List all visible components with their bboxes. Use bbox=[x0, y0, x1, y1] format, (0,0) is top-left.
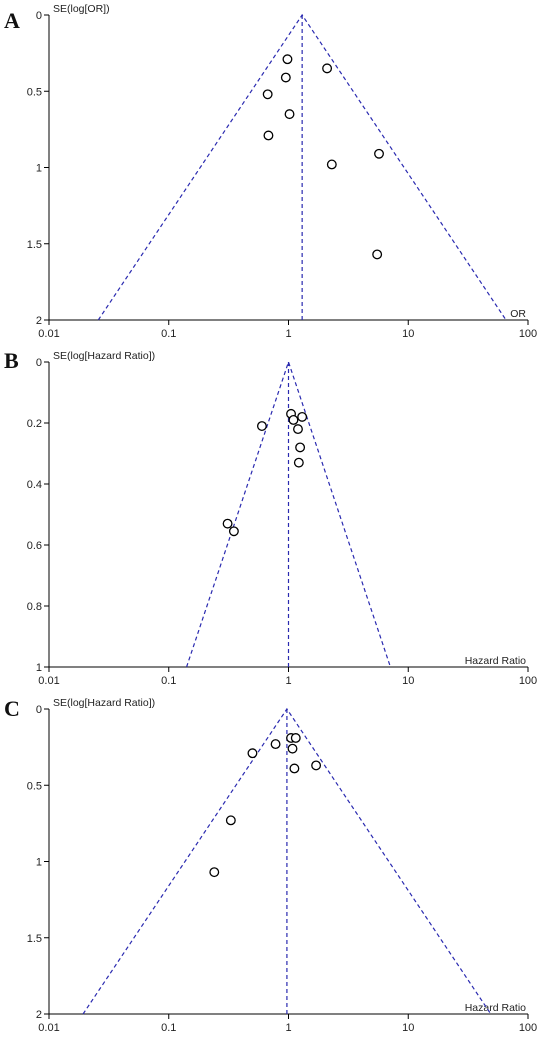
x-tick-label: 10 bbox=[402, 1022, 414, 1034]
study-point bbox=[290, 733, 301, 743]
y-tick-label: 0 bbox=[36, 704, 42, 716]
study-point bbox=[209, 867, 220, 878]
study-point bbox=[374, 148, 384, 159]
funnel-limits bbox=[185, 360, 392, 668]
x-axis-title: Hazard Ratio bbox=[465, 655, 526, 667]
y-tick-label: 0.5 bbox=[27, 86, 42, 98]
x-tick-label: 0.1 bbox=[161, 1022, 176, 1034]
study-point bbox=[326, 159, 337, 170]
study-point bbox=[225, 815, 236, 826]
x-tick-label: 100 bbox=[519, 328, 537, 340]
y-tick-label: 0.5 bbox=[27, 780, 42, 792]
x-axis-title: OR bbox=[510, 308, 526, 320]
study-point bbox=[228, 526, 239, 537]
y-tick-label: 0.4 bbox=[27, 479, 42, 491]
x-tick-label: 0.1 bbox=[161, 328, 176, 340]
study-point bbox=[311, 760, 322, 771]
y-tick-label: 2 bbox=[36, 1009, 42, 1021]
panel-label: A bbox=[4, 8, 20, 33]
x-tick-label: 1 bbox=[285, 675, 291, 687]
y-axis-title: SE(log[OR]) bbox=[53, 3, 110, 15]
study-point bbox=[263, 130, 274, 141]
study-point bbox=[247, 748, 258, 759]
y-tick-label: 0.8 bbox=[27, 601, 42, 613]
study-point bbox=[289, 763, 300, 774]
study-point bbox=[282, 54, 293, 65]
x-tick-label: 100 bbox=[519, 1022, 537, 1034]
x-tick-label: 1 bbox=[285, 1022, 291, 1034]
study-point bbox=[297, 411, 308, 422]
study-point bbox=[222, 518, 233, 529]
panel-label: C bbox=[4, 696, 20, 721]
y-tick-label: 2 bbox=[36, 315, 42, 327]
study-point bbox=[372, 249, 383, 260]
y-axis-title: SE(log[Hazard Ratio]) bbox=[53, 350, 155, 362]
x-tick-label: 10 bbox=[402, 675, 414, 687]
study-point bbox=[295, 442, 306, 453]
study-point bbox=[280, 72, 291, 83]
study-point bbox=[293, 457, 304, 468]
y-axis-title: SE(log[Hazard Ratio]) bbox=[53, 697, 155, 709]
x-tick-label: 1 bbox=[285, 328, 291, 340]
study-point bbox=[256, 421, 267, 432]
y-tick-label: 1.5 bbox=[27, 239, 42, 251]
study-point bbox=[287, 743, 298, 754]
y-tick-label: 1.5 bbox=[27, 933, 42, 945]
study-point bbox=[322, 63, 333, 74]
x-tick-label: 0.01 bbox=[38, 1022, 59, 1034]
y-tick-label: 0 bbox=[36, 10, 42, 22]
study-point bbox=[284, 109, 295, 120]
study-point bbox=[293, 424, 303, 435]
x-tick-label: 10 bbox=[402, 328, 414, 340]
y-tick-label: 1 bbox=[36, 857, 42, 869]
study-point bbox=[262, 89, 273, 100]
x-tick-label: 0.01 bbox=[38, 328, 59, 340]
study-point bbox=[288, 415, 299, 425]
x-axis-title: Hazard Ratio bbox=[465, 1002, 526, 1014]
x-tick-label: 0.1 bbox=[161, 675, 176, 687]
y-tick-label: 0 bbox=[36, 357, 42, 369]
y-tick-label: 1 bbox=[36, 662, 42, 674]
study-point bbox=[270, 739, 281, 750]
y-tick-label: 0.6 bbox=[27, 540, 42, 552]
y-tick-label: 0.2 bbox=[27, 418, 42, 430]
panel-label: B bbox=[4, 348, 19, 373]
x-tick-label: 0.01 bbox=[38, 675, 59, 687]
y-tick-label: 1 bbox=[36, 163, 42, 175]
x-tick-label: 100 bbox=[519, 675, 537, 687]
